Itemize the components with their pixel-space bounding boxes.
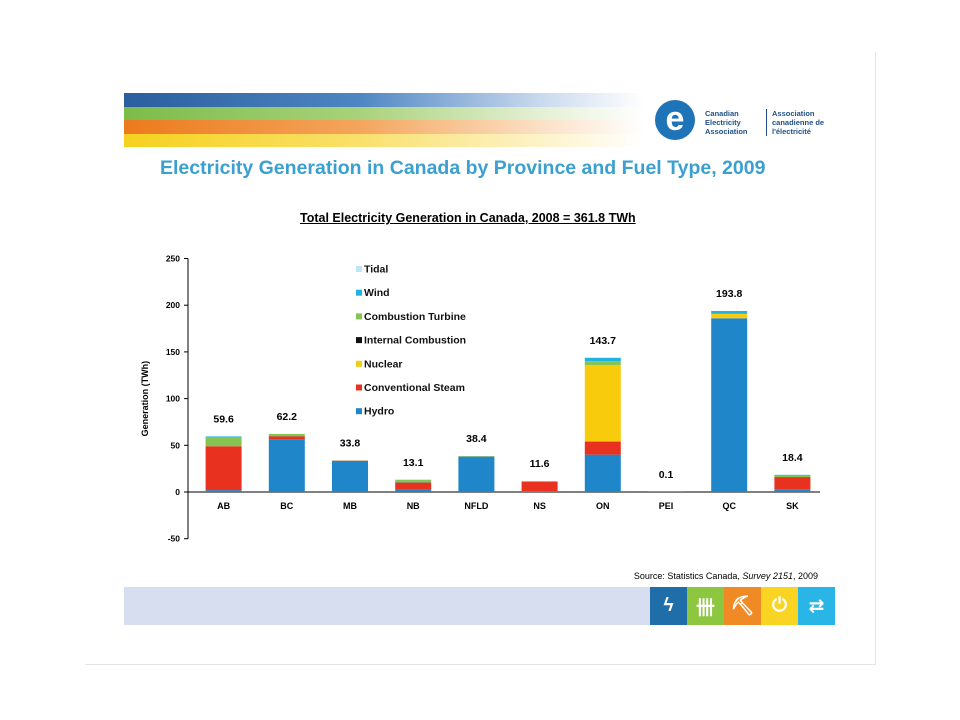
data-label: 143.7: [590, 335, 616, 347]
logo-e-icon: e: [655, 100, 695, 140]
y-tick-label: 100: [166, 394, 180, 404]
worker-icon: ⛏: [724, 587, 761, 625]
logo-french-text: Association canadienne de l'électricité: [766, 109, 842, 136]
bar-sk-conventional-steam: [774, 477, 811, 490]
transmission-tower-icon: 卌: [687, 587, 724, 625]
bar-sk-combustion-turbine: [774, 475, 811, 478]
data-label: 11.6: [530, 458, 550, 470]
footer-icons: ϟ 卌 ⛏ ⏻ ⇄: [650, 587, 835, 625]
x-tick-label: QC: [722, 501, 736, 511]
x-tick-label: NS: [533, 501, 546, 511]
legend-label: Combustion Turbine: [364, 311, 466, 323]
legend-swatch: [356, 360, 362, 367]
data-label: 13.1: [403, 457, 424, 469]
x-tick-label: MB: [343, 501, 357, 511]
data-label: 59.6: [213, 413, 234, 425]
footer-bar: [124, 587, 650, 625]
bar-on-wind: [584, 357, 621, 362]
bar-ab-combustion-turbine: [205, 436, 242, 447]
legend-swatch: [356, 337, 362, 344]
source-suffix: , 2009: [792, 571, 818, 581]
bar-on-combustion-turbine: [584, 361, 621, 365]
cea-logo: e Canadian Electricity Association Assoc…: [655, 100, 835, 144]
bar-ns-conventional-steam: [521, 481, 558, 492]
y-tick-label: 0: [175, 487, 180, 497]
legend-swatch: [356, 313, 362, 320]
y-tick-label: 50: [171, 440, 181, 450]
y-tick-label: -50: [168, 534, 181, 544]
data-label: 38.4: [466, 433, 487, 445]
bar-ab-conventional-steam: [205, 446, 242, 491]
x-tick-label: SK: [786, 501, 799, 511]
bar-qc-hydro: [711, 318, 748, 492]
bar-ns-hydro: [521, 491, 558, 492]
bar-bc-combustion-turbine: [268, 433, 305, 437]
source-survey: Survey 2151: [742, 571, 793, 581]
legend-label: Wind: [364, 287, 390, 299]
bar-qc-wind: [711, 310, 748, 314]
bar-nb-combustion-turbine: [395, 480, 432, 483]
bar-qc-nuclear: [711, 313, 748, 319]
x-tick-label: ON: [596, 501, 610, 511]
x-tick-label: NFLD: [464, 501, 488, 511]
source-note: Source: Statistics Canada, Survey 2151, …: [634, 571, 818, 581]
y-tick-label: 150: [166, 347, 180, 357]
x-tick-label: BC: [280, 501, 293, 511]
y-tick-label: 250: [166, 254, 180, 264]
data-label: 33.8: [340, 437, 361, 449]
bar-qc-combustion-turbine: [711, 313, 748, 314]
legend-swatch: [356, 289, 362, 296]
bar-ab-wind: [205, 436, 242, 437]
logo-english-text: Canadian Electricity Association: [705, 109, 748, 136]
y-tick-label: 200: [166, 300, 180, 310]
source-prefix: Source: Statistics Canada,: [633, 571, 743, 581]
x-tick-label: PEI: [659, 501, 674, 511]
data-label: 193.8: [716, 288, 742, 300]
legend-swatch: [356, 384, 362, 391]
data-label: 0.1: [659, 469, 674, 481]
bar-on-conventional-steam: [584, 441, 621, 455]
legend-label: Internal Combustion: [364, 335, 466, 347]
bar-bc-conventional-steam: [268, 436, 305, 440]
legend-swatch: [356, 266, 362, 272]
lightning-icon: ϟ: [650, 587, 687, 625]
y-axis-label: Generation (TWh): [140, 361, 150, 437]
data-label: 18.4: [782, 452, 803, 464]
bar-nb-conventional-steam: [395, 482, 432, 490]
bar-mb-hydro: [332, 460, 368, 492]
handshake-icon: ⇄: [798, 587, 835, 625]
legend-swatch: [356, 408, 362, 415]
header-stripes: [124, 93, 644, 147]
legend-label: Tidal: [364, 264, 388, 276]
x-tick-label: AB: [217, 501, 230, 511]
bar-bc-hydro: [268, 439, 305, 492]
data-label: 62.2: [277, 411, 298, 423]
legend-label: Nuclear: [364, 358, 403, 370]
bar-sk-wind: [774, 474, 811, 476]
bar-on-hydro: [584, 454, 621, 492]
slide-title: Electricity Generation in Canada by Prov…: [160, 157, 766, 179]
x-tick-label: NB: [407, 501, 420, 511]
chart-title: Total Electricity Generation in Canada, …: [300, 211, 636, 225]
bar-nb-hydro: [395, 489, 432, 492]
bar-ab-hydro: [205, 490, 242, 492]
bar-on-nuclear: [584, 364, 621, 442]
legend-label: Hydro: [364, 406, 394, 418]
bar-nfld-hydro: [458, 457, 495, 492]
power-icon: ⏻: [761, 587, 798, 625]
legend-label: Conventional Steam: [364, 382, 465, 394]
bar-sk-hydro: [774, 489, 811, 492]
